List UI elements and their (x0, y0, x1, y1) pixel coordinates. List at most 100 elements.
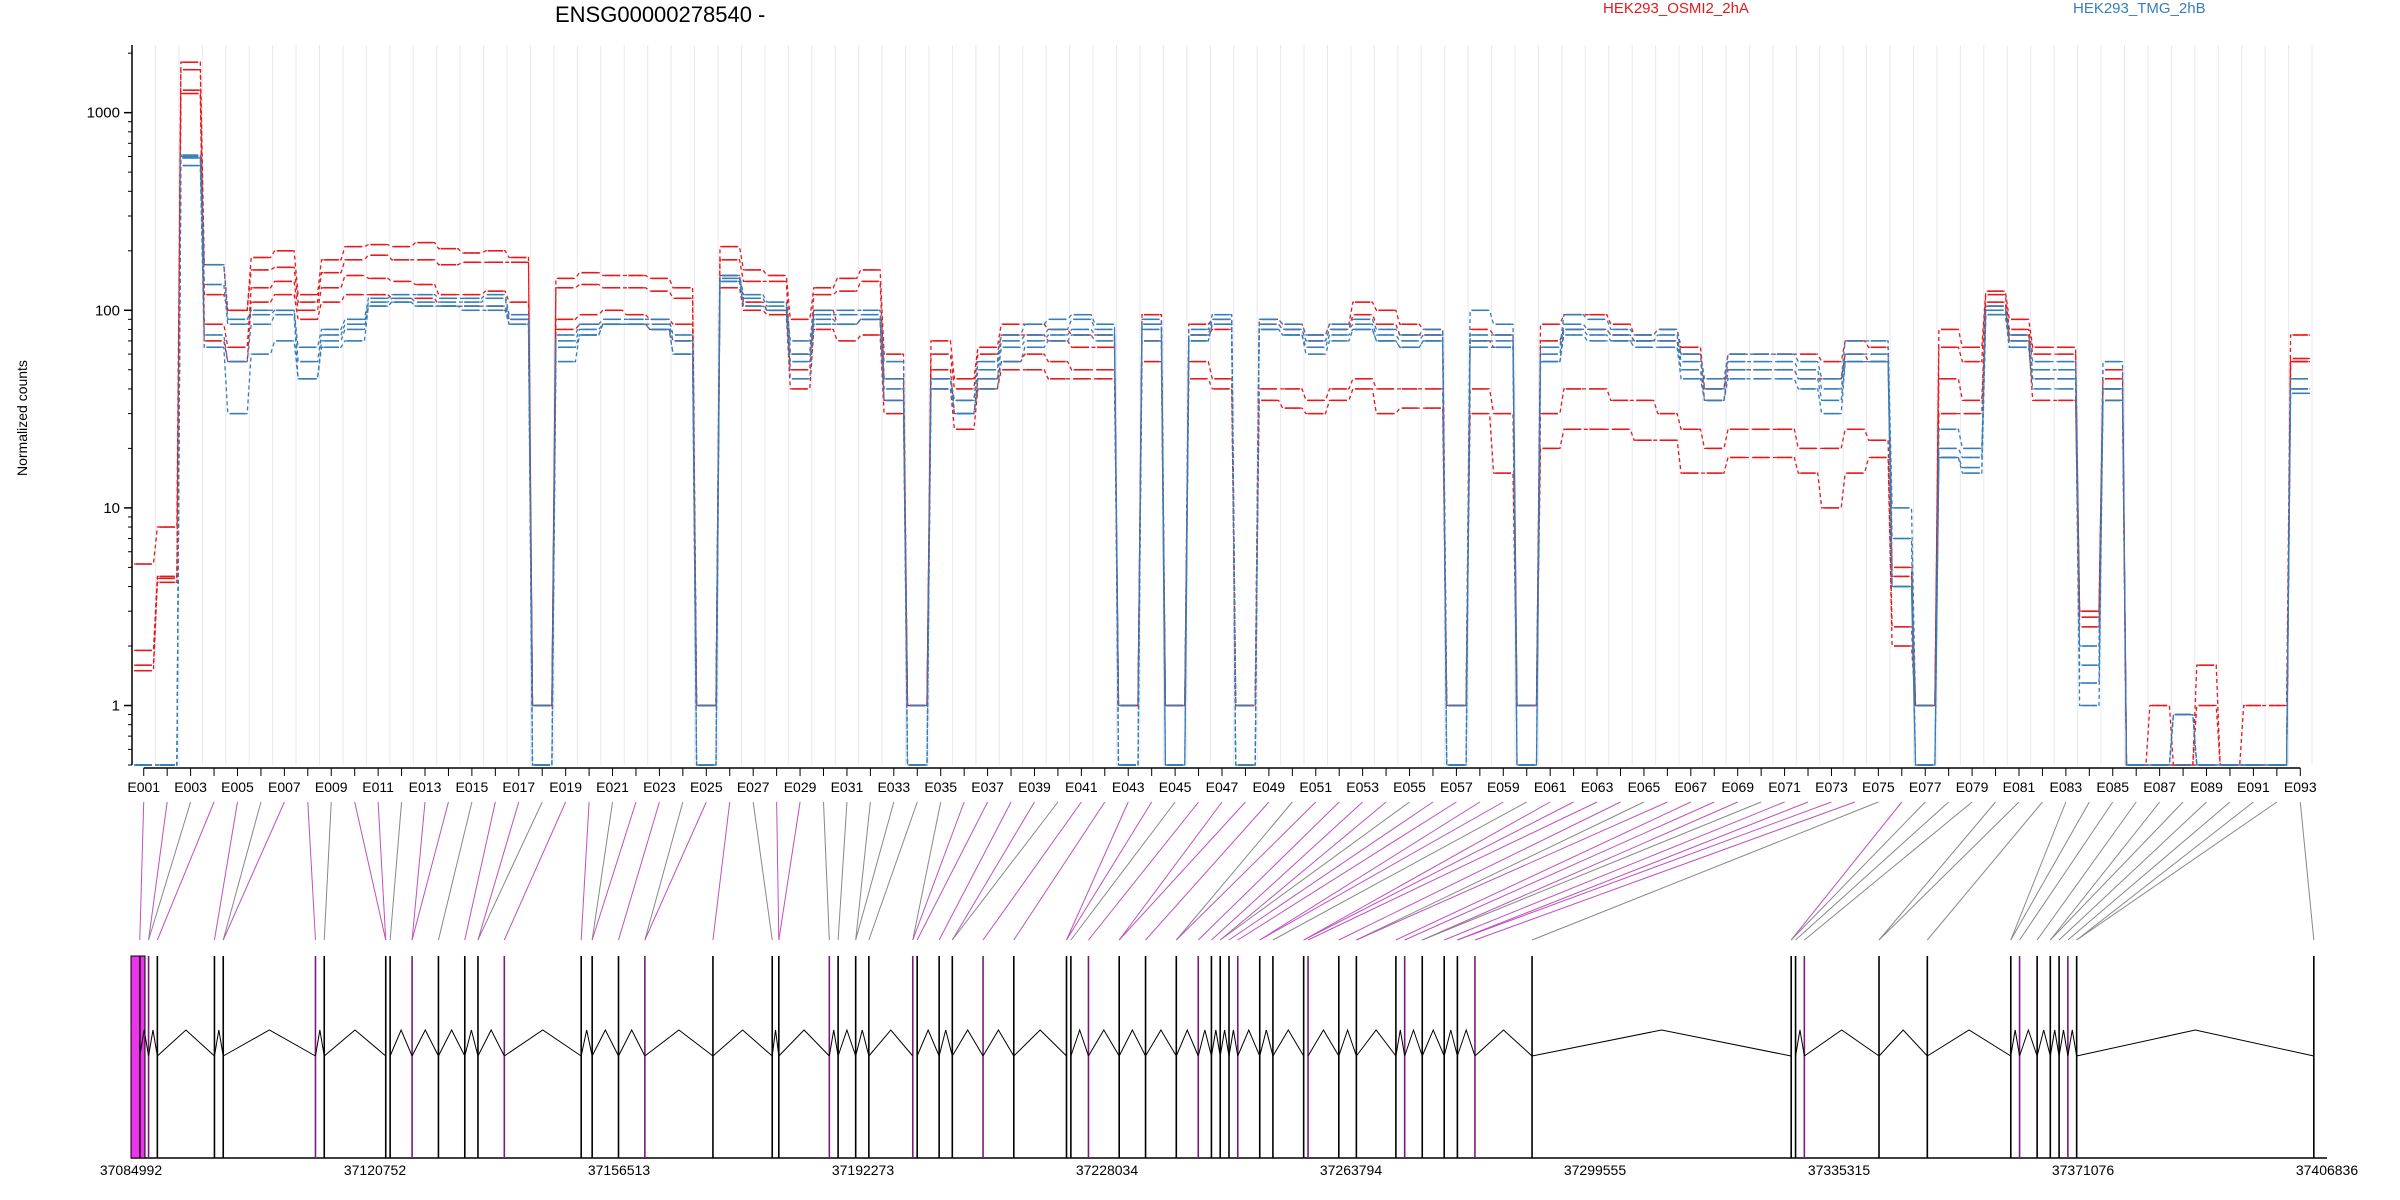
exon-block (130, 955, 146, 1159)
x-tick-label: E077 (1909, 779, 1942, 795)
connector-line (938, 801, 1012, 941)
grid-lines (131, 45, 2313, 765)
connector-line (982, 801, 1082, 941)
connector-line (1303, 801, 1551, 941)
intron-line (411, 1028, 439, 1057)
genomic-tick-label: 37192273 (832, 1162, 895, 1178)
x-tick-label: E067 (1674, 779, 1707, 795)
connector-line (868, 801, 918, 941)
x-tick-label: E081 (2003, 779, 2036, 795)
intron-line (1474, 1029, 1533, 1057)
connector-line (1259, 801, 1504, 941)
connector-line (1878, 801, 1996, 941)
x-tick-label: E063 (1581, 779, 1614, 795)
connector-line (1395, 801, 1692, 941)
intron-line (1237, 1028, 1261, 1057)
connector-line (837, 801, 848, 941)
intron-line (938, 1029, 953, 1057)
connector-line (1175, 801, 1317, 941)
connector-line (712, 801, 731, 941)
x-tick-label: E065 (1628, 779, 1661, 795)
connector-line (1356, 801, 1668, 941)
connector-line (1175, 801, 1293, 941)
x-tick-label: E007 (268, 779, 301, 795)
intron-line (437, 1028, 466, 1057)
connector-line (1457, 801, 1832, 941)
intron-line (1197, 1029, 1212, 1057)
intron-line (323, 1029, 387, 1057)
intron-line (139, 1029, 150, 1057)
gene-model: 37084992 37120752 37156513 37192273 37228034… (100, 955, 2358, 1178)
x-tick-label: E009 (315, 779, 348, 795)
x-tick-label: E045 (1159, 779, 1192, 795)
intron-line (504, 1029, 582, 1057)
intron-line (1307, 1029, 1340, 1057)
intron-line (1531, 1029, 1792, 1057)
intron-line (1088, 1029, 1120, 1057)
connector-line (2076, 801, 2254, 941)
connector-line (1531, 801, 1879, 941)
connector-line (916, 801, 989, 941)
connector-line (2299, 801, 2315, 941)
x-tick-label: E089 (2190, 779, 2223, 795)
x-tick-label: E011 (362, 779, 394, 795)
intron-line (1210, 1029, 1221, 1057)
connector-line (2067, 801, 2231, 941)
x-tick-label: E033 (877, 779, 910, 795)
connector-line (2010, 801, 2067, 941)
connector-line (1790, 801, 1926, 941)
genomic-tick-label: 37299555 (1564, 1162, 1627, 1178)
connector-line (1303, 801, 1574, 941)
connector-line (1272, 801, 1527, 941)
connector-line (778, 801, 801, 941)
connector-line (411, 801, 426, 941)
connector-line (1070, 801, 1176, 941)
y-tick-label: 1000 (87, 105, 120, 122)
intron-line (1118, 1028, 1146, 1057)
intron-line (982, 1029, 1015, 1057)
intron-line (618, 1028, 646, 1057)
intron-line (2058, 1029, 2069, 1057)
connector-line (2049, 801, 2161, 941)
connector-line (2058, 801, 2207, 941)
intron-line (2067, 1029, 2078, 1057)
connector-line (1422, 801, 1762, 941)
connector-line (389, 801, 403, 941)
connector-line (1066, 801, 1153, 941)
connector-line (2076, 801, 2278, 941)
genomic-tick-label: 37084992 (100, 1162, 163, 1178)
legend-item-osmi2: HEK293_OSMI2_2hA (1603, 0, 1749, 17)
connector-line (222, 801, 262, 941)
y-axis: 1 10 100 1000 (87, 45, 133, 766)
intron-line (389, 1028, 413, 1057)
series-group (134, 61, 2310, 766)
intron-line (712, 1029, 773, 1057)
x-tick-label: E021 (596, 779, 629, 795)
connector-line (618, 801, 660, 941)
genomic-tick-label: 37156513 (588, 1162, 651, 1178)
genomic-tick-label: 37335315 (1808, 1162, 1871, 1178)
x-tick-label: E069 (1721, 779, 1754, 795)
connector-line (912, 801, 942, 941)
intron-line (1355, 1029, 1397, 1057)
intron-line (591, 1028, 619, 1057)
connector-line (323, 801, 332, 941)
x-tick-label: E059 (1487, 779, 1520, 795)
connector-line (855, 801, 871, 941)
connector-line (1307, 801, 1598, 941)
connector-line (1219, 801, 1387, 941)
y-tick-label: 10 (103, 500, 120, 517)
x-tick-label: E039 (1018, 779, 1051, 795)
x-tick-label: E075 (1862, 779, 1895, 795)
connector-line (1926, 801, 2043, 941)
intron-line (2049, 1029, 2060, 1057)
x-tick-label: E053 (1346, 779, 1379, 795)
x-tick-label: E013 (409, 779, 442, 795)
intron-line (157, 1029, 215, 1057)
intron-line (1219, 1029, 1230, 1057)
connector-line (855, 801, 895, 941)
connector-line (1228, 801, 1434, 941)
intron-line (2019, 1028, 2038, 1057)
x-tick-label: E091 (2237, 779, 2270, 795)
x-tick-label: E093 (2284, 779, 2317, 795)
